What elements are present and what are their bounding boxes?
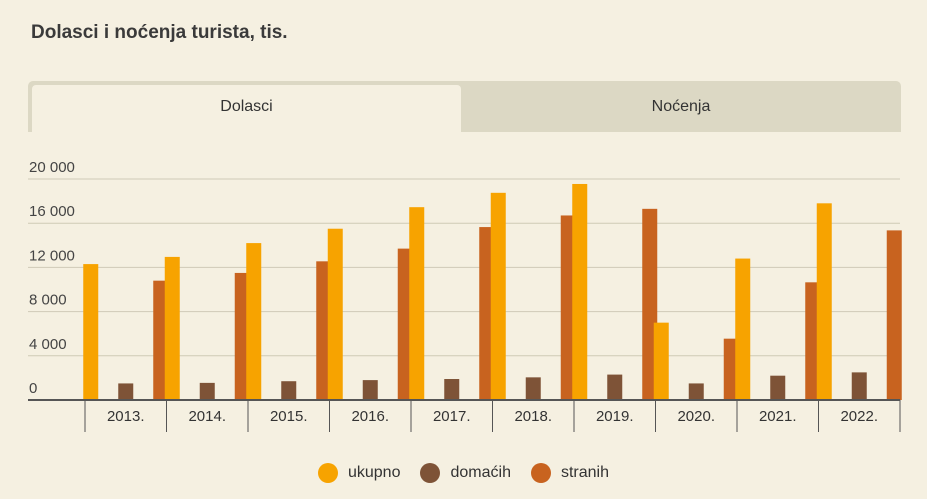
bar-stranih: [886, 230, 902, 400]
legend: ukupno domaćih stranih: [0, 463, 927, 483]
bar-ukupno: [83, 264, 99, 400]
bar-domaih: [444, 379, 460, 400]
bar-ukupno: [653, 322, 669, 400]
bar-stranih: [805, 282, 821, 400]
y-tick-label: 20 000: [29, 159, 75, 176]
legend-label-ukupno: ukupno: [347, 464, 401, 481]
bar-stranih: [153, 280, 169, 400]
chart-title: Dolasci i noćenja turista, tis.: [31, 22, 288, 43]
y-tick-label: 8 000: [29, 292, 67, 309]
legend-swatch-ukupno: [317, 463, 338, 483]
x-tick-label: 2021.: [759, 408, 797, 425]
bar-domaih: [688, 383, 704, 400]
legend-swatch-domacih: [420, 463, 441, 483]
legend-label-stranih: stranih: [560, 464, 609, 481]
y-tick-label: 4 000: [29, 336, 67, 353]
bar-stranih: [397, 248, 413, 400]
bar-ukupno: [816, 203, 832, 400]
x-tick-label: 2015.: [270, 408, 308, 425]
bar-ukupno: [735, 258, 751, 400]
bar-stranih: [316, 261, 332, 400]
bar-ukupno: [490, 192, 506, 400]
legend-swatch-stranih: [530, 463, 551, 483]
bar-stranih: [723, 338, 739, 400]
x-tick-label: 2020.: [677, 408, 715, 425]
bar-stranih: [479, 227, 495, 400]
bar-domaih: [362, 380, 378, 400]
bar-domaih: [770, 375, 786, 400]
bar-domaih: [851, 372, 867, 400]
bar-stranih: [560, 215, 576, 400]
bar-domaih: [525, 377, 541, 400]
x-tick-label: 2016.: [351, 408, 389, 425]
bar-ukupno: [409, 207, 425, 400]
x-tick-label: 2018.: [514, 408, 552, 425]
y-tick-label: 16 000: [29, 203, 75, 220]
legend-item-ukupno[interactable]: ukupno: [317, 463, 401, 483]
legend-label-domacih: domaćih: [450, 464, 511, 481]
bar-ukupno: [164, 256, 180, 400]
bar-domaih: [281, 381, 297, 400]
x-tick-label: 2014.: [188, 408, 226, 425]
bar-domaih: [118, 383, 134, 400]
bar-ukupno: [327, 228, 343, 400]
bar-ukupno: [246, 243, 262, 400]
bar-domaih: [199, 382, 215, 400]
bar-domaih: [607, 374, 623, 400]
tab-bar: Dolasci Noćenja: [28, 81, 901, 132]
bar-stranih: [234, 272, 250, 400]
x-tick-label: 2022.: [840, 408, 878, 425]
y-tick-label: 0: [29, 380, 37, 397]
x-tick-label: 2013.: [107, 408, 145, 425]
x-tick-label: 2019.: [596, 408, 634, 425]
legend-item-domacih[interactable]: domaćih: [420, 463, 511, 483]
legend-item-stranih[interactable]: stranih: [530, 463, 609, 483]
bar-stranih: [642, 208, 658, 400]
x-tick-label: 2017.: [433, 408, 471, 425]
tab-nocenja[interactable]: Noćenja: [651, 98, 711, 115]
y-tick-label: 12 000: [29, 247, 75, 264]
tab-dolasci[interactable]: Dolasci: [32, 85, 461, 132]
bar-ukupno: [572, 183, 588, 400]
